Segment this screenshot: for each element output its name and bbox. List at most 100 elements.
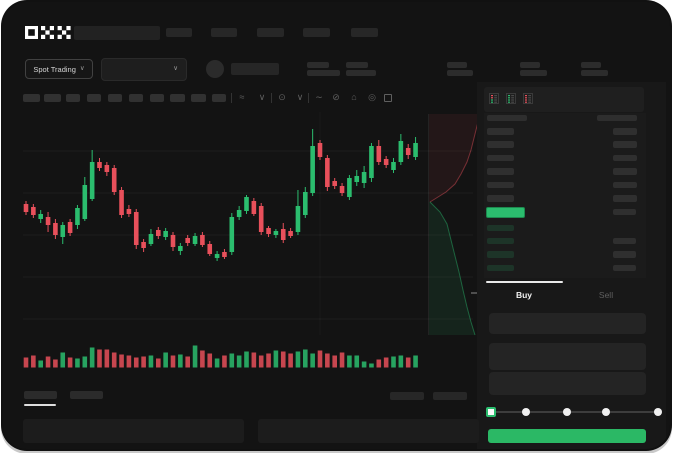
bid-amount-placeholder [613, 251, 636, 258]
compare-icon[interactable]: ⊘ [332, 92, 340, 102]
stat-value-placeholder [447, 70, 473, 76]
tab-sell[interactable]: Sell [598, 290, 614, 300]
chart-type-icon[interactable]: ≈ [239, 92, 245, 102]
timeframe-button-placeholder[interactable] [23, 94, 40, 102]
chart-gridlines [23, 150, 473, 320]
timeframe-button-placeholder[interactable] [150, 94, 164, 102]
ask-price-placeholder[interactable] [487, 195, 514, 202]
candles-group [23, 129, 418, 261]
ask-amount-placeholder [613, 168, 637, 175]
toolbar-separator [308, 93, 309, 103]
chevron-down-icon: ∨ [173, 65, 178, 73]
stat-label-placeholder [581, 62, 601, 68]
order-form-field[interactable] [489, 313, 646, 334]
candle-style-chevron-icon[interactable]: ∨ [296, 92, 304, 102]
stat-value-placeholder [581, 70, 608, 76]
timeframe-button-placeholder[interactable] [191, 94, 206, 102]
slider-stop[interactable] [602, 408, 610, 416]
stat-value-placeholder [346, 70, 376, 76]
timeframe-button-placeholder[interactable] [44, 94, 61, 102]
toolbar-separator [271, 93, 272, 103]
ask-amount-placeholder [613, 128, 637, 135]
orderbook-header-amount-placeholder [597, 115, 637, 121]
okx-logo [25, 26, 71, 40]
last-price-highlight[interactable] [486, 207, 525, 218]
bid-price-placeholder[interactable] [487, 237, 514, 245]
ask-amount-placeholder [613, 195, 637, 202]
app-window: Spot Trading ∨ ∨ ≈ ∨ ⊙ ∨ ∼ ⊘ ⌂ ◎ Buy Sell [3, 2, 670, 449]
stat-value-placeholder [520, 70, 547, 76]
active-tab-indicator [486, 281, 563, 283]
bottom-tab-placeholder[interactable] [70, 391, 103, 399]
trade-tabbar: Buy Sell [484, 281, 646, 307]
amount-slider-track[interactable] [493, 411, 658, 413]
orderbook-combined-view-icon[interactable] [489, 93, 499, 104]
timeframe-button-placeholder[interactable] [129, 94, 143, 102]
stat-label-placeholder [520, 62, 540, 68]
order-form-field[interactable] [489, 343, 646, 370]
buy-button[interactable] [488, 429, 646, 443]
spot-trading-label: Spot Trading [33, 64, 76, 74]
bottom-panel-placeholder [23, 419, 244, 443]
last-price-amount-placeholder [613, 209, 636, 215]
slider-stop[interactable] [522, 408, 530, 416]
nav-item-placeholder[interactable] [351, 28, 378, 37]
ask-price-placeholder[interactable] [487, 168, 514, 175]
timeframe-button-placeholder[interactable] [170, 94, 185, 102]
ask-price-placeholder[interactable] [487, 128, 514, 135]
spot-trading-dropdown[interactable]: Spot Trading ∨ [25, 59, 93, 79]
orderbook-bids-view-icon[interactable] [506, 93, 516, 104]
timeframe-button-placeholder[interactable] [108, 94, 122, 102]
orderbook-header-price-placeholder [487, 115, 527, 121]
bottom-action-placeholder[interactable] [433, 392, 467, 400]
pair-name-placeholder [231, 63, 279, 75]
bid-amount-placeholder [613, 237, 636, 245]
volume-group [23, 345, 418, 368]
chevron-down-icon: ∨ [79, 64, 85, 72]
bid-price-placeholder[interactable] [487, 224, 514, 231]
orderbook-asks-view-icon[interactable] [523, 93, 533, 104]
timeframe-button-placeholder[interactable] [87, 94, 101, 102]
candle-style-icon[interactable]: ⊙ [278, 92, 286, 102]
ask-amount-placeholder [613, 141, 637, 148]
bottom-action-placeholder[interactable] [390, 392, 424, 400]
candlestick-chart [23, 113, 489, 368]
nav-item-placeholder[interactable] [211, 28, 237, 37]
ask-price-placeholder[interactable] [487, 181, 514, 189]
coin-avatar [206, 60, 224, 78]
toolbar-separator [231, 93, 232, 103]
tab-buy[interactable]: Buy [515, 290, 533, 300]
pair-selector-dropdown[interactable]: ∨ [101, 58, 187, 81]
depth-overlay [428, 113, 489, 336]
timeframe-button-placeholder[interactable] [66, 94, 80, 102]
slider-stop[interactable] [654, 408, 662, 416]
ask-price-placeholder[interactable] [487, 154, 514, 162]
bottom-panel-placeholder [258, 419, 479, 443]
slider-stop[interactable] [563, 408, 571, 416]
indicator-icon[interactable]: ∼ [315, 92, 323, 102]
fullscreen-icon[interactable] [384, 94, 392, 102]
bottom-tab-active-placeholder[interactable] [24, 391, 57, 399]
stat-label-placeholder [307, 62, 329, 68]
stat-value-placeholder [307, 70, 340, 76]
chart-type-chevron-icon[interactable]: ∨ [258, 92, 266, 102]
ask-amount-placeholder [613, 181, 637, 189]
camera-icon[interactable]: ⌂ [351, 92, 357, 102]
bid-price-placeholder[interactable] [487, 251, 514, 258]
bottom-tab-underline [24, 404, 56, 406]
ask-price-placeholder[interactable] [487, 141, 514, 148]
bid-price-placeholder[interactable] [487, 264, 514, 272]
stat-label-placeholder [346, 62, 368, 68]
header-search-placeholder[interactable] [74, 26, 160, 40]
nav-item-placeholder[interactable] [166, 28, 192, 37]
slider-stop[interactable] [486, 407, 496, 417]
order-form-field[interactable] [489, 372, 646, 395]
settings-icon[interactable]: ◎ [368, 92, 376, 102]
orderbook-view-toggle-strip [484, 87, 644, 112]
stat-label-placeholder [447, 62, 467, 68]
nav-item-placeholder[interactable] [257, 28, 284, 37]
ask-amount-placeholder [613, 154, 637, 162]
nav-item-placeholder[interactable] [303, 28, 330, 37]
timeframe-button-placeholder[interactable] [212, 94, 226, 102]
